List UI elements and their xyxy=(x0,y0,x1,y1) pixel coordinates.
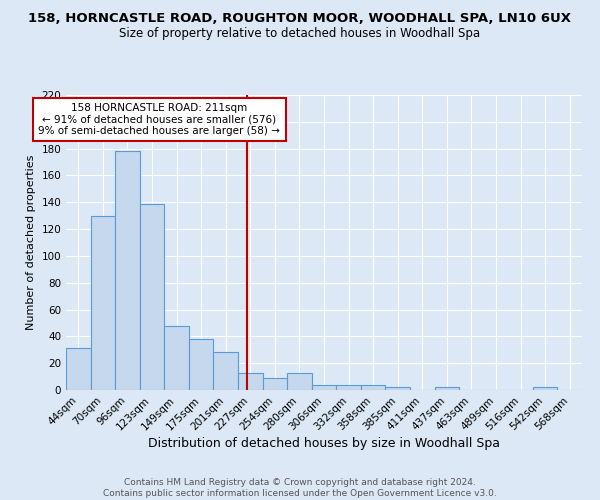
Bar xyxy=(287,372,312,390)
Bar xyxy=(263,378,287,390)
Bar xyxy=(361,384,385,390)
Bar xyxy=(115,152,140,390)
Bar xyxy=(189,339,214,390)
Y-axis label: Number of detached properties: Number of detached properties xyxy=(26,155,36,330)
Bar xyxy=(66,348,91,390)
Bar xyxy=(214,352,238,390)
Text: Size of property relative to detached houses in Woodhall Spa: Size of property relative to detached ho… xyxy=(119,28,481,40)
Bar xyxy=(434,388,459,390)
Text: 158 HORNCASTLE ROAD: 211sqm
← 91% of detached houses are smaller (576)
9% of sem: 158 HORNCASTLE ROAD: 211sqm ← 91% of det… xyxy=(38,103,280,136)
Bar xyxy=(140,204,164,390)
Bar xyxy=(533,388,557,390)
Bar xyxy=(91,216,115,390)
Text: 158, HORNCASTLE ROAD, ROUGHTON MOOR, WOODHALL SPA, LN10 6UX: 158, HORNCASTLE ROAD, ROUGHTON MOOR, WOO… xyxy=(29,12,571,26)
Bar xyxy=(336,384,361,390)
Text: Contains HM Land Registry data © Crown copyright and database right 2024.
Contai: Contains HM Land Registry data © Crown c… xyxy=(103,478,497,498)
Bar xyxy=(312,384,336,390)
Bar xyxy=(238,372,263,390)
X-axis label: Distribution of detached houses by size in Woodhall Spa: Distribution of detached houses by size … xyxy=(148,438,500,450)
Bar xyxy=(385,388,410,390)
Bar xyxy=(164,326,189,390)
